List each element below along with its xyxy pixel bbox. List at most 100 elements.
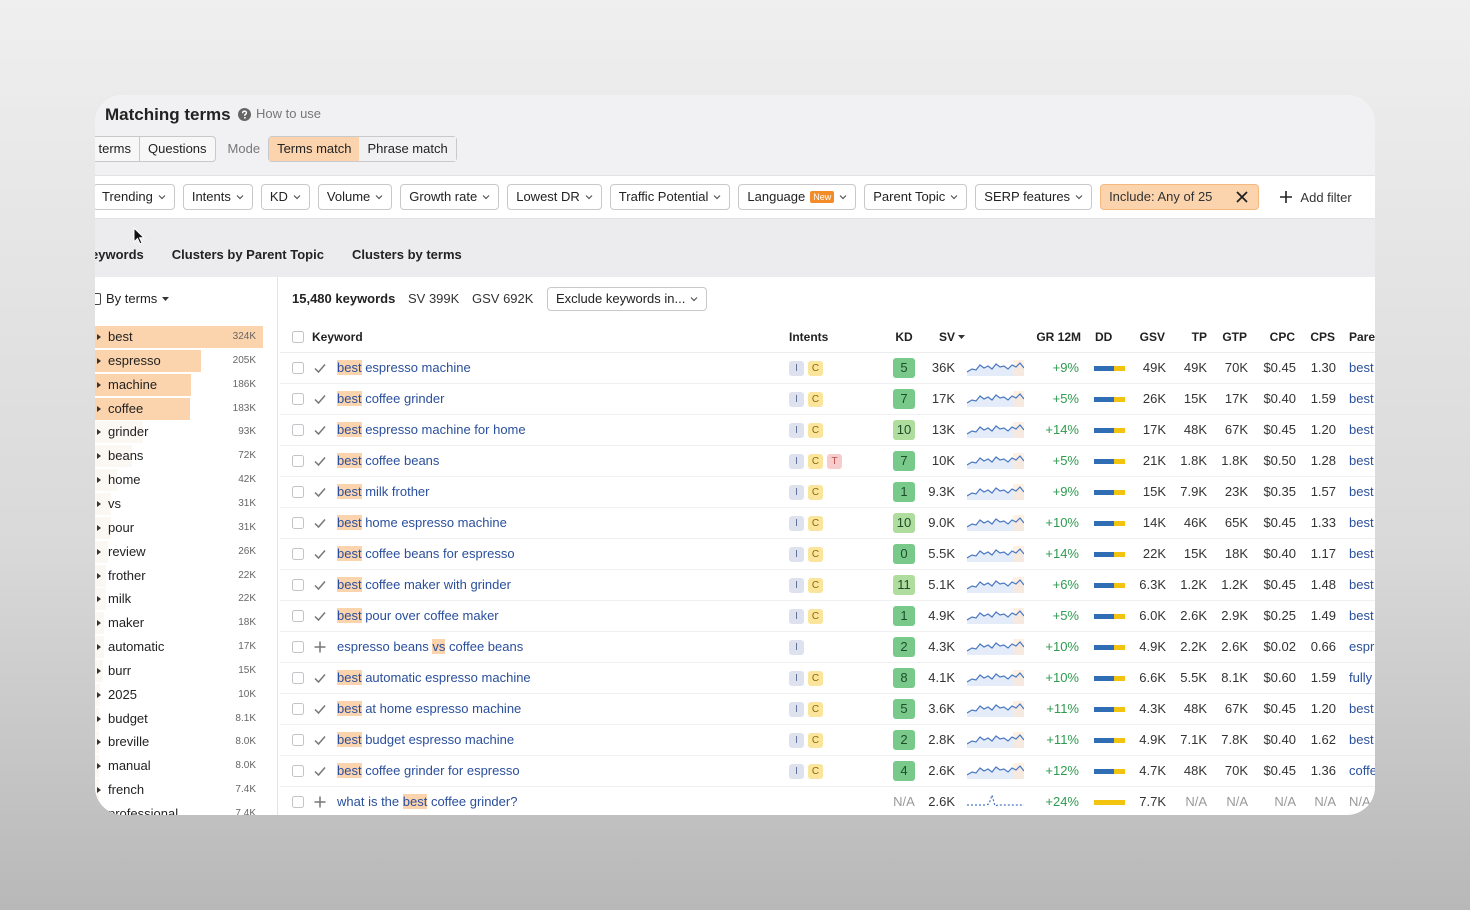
filter-button[interactable]: Volume	[317, 184, 393, 210]
add-filter[interactable]: Add filter	[1275, 190, 1352, 205]
parent-topic[interactable]: best	[1349, 515, 1374, 530]
parent-topic[interactable]: espr	[1349, 639, 1375, 654]
view-tab[interactable]: eywords	[95, 247, 144, 262]
column-header[interactable]: TP	[1191, 330, 1207, 344]
keyword-link[interactable]: best automatic espresso machine	[337, 669, 531, 687]
term-label[interactable]: coffee	[108, 400, 144, 416]
keyword-link[interactable]: best coffee maker with grinder	[337, 576, 511, 594]
column-header[interactable]: SV	[938, 330, 955, 344]
term-label[interactable]: breville	[108, 734, 150, 750]
filter-button[interactable]: Growth rate	[400, 184, 500, 210]
column-header[interactable]: CPS	[1310, 330, 1335, 344]
keyword-link[interactable]: what is the best coffee grinder?	[337, 793, 517, 811]
intent-badge: C	[808, 578, 823, 593]
term-label[interactable]: automatic	[108, 639, 165, 655]
dd-bar	[1094, 769, 1125, 774]
parent-topic[interactable]: best	[1349, 577, 1374, 592]
intent-badge: C	[808, 392, 823, 407]
parent-topic[interactable]: best	[1349, 360, 1374, 375]
filter-button[interactable]: Intents	[182, 184, 253, 210]
column-header[interactable]: DD	[1095, 330, 1113, 344]
row-checkbox	[292, 331, 304, 343]
column-header[interactable]: GR 12M	[1036, 330, 1081, 344]
view-tab[interactable]: Clusters by Parent Topic	[171, 247, 324, 262]
term-label[interactable]: grinder	[108, 424, 149, 440]
intent-badge: I	[789, 423, 804, 438]
term-label[interactable]: espresso	[108, 352, 161, 368]
term-label[interactable]: burr	[108, 662, 132, 678]
term-label[interactable]: professional	[108, 806, 179, 815]
gsv-total: GSV 692K	[472, 291, 534, 306]
filter-button[interactable]: Parent Topic	[864, 184, 968, 210]
growth-value: +11%	[1046, 732, 1079, 747]
column-header[interactable]: KD	[895, 330, 913, 344]
parent-topic[interactable]: best	[1349, 453, 1374, 468]
growth-value: +14%	[1045, 422, 1079, 437]
term-label[interactable]: budget	[108, 710, 148, 726]
column-header[interactable]: Keyword	[312, 330, 363, 344]
column-header[interactable]: Pare	[1349, 330, 1375, 344]
term-label[interactable]: vs	[108, 495, 121, 511]
column-header[interactable]: Intents	[789, 330, 829, 344]
term-label[interactable]: review	[108, 543, 146, 559]
term-label[interactable]: beans	[108, 448, 144, 464]
term-count: 183K	[232, 402, 256, 414]
keyword-link[interactable]: best budget espresso machine	[337, 731, 514, 749]
parent-topic[interactable]: N/A	[1349, 794, 1371, 809]
column-header[interactable]: CPC	[1269, 330, 1295, 344]
filter-button[interactable]: SERP features	[975, 184, 1093, 210]
keyword-link[interactable]: best at home espresso machine	[337, 700, 521, 718]
view-tab[interactable]: Clusters by terms	[351, 247, 462, 262]
term-label[interactable]: frother	[108, 567, 146, 583]
cpc-value: $0.25	[1263, 608, 1296, 623]
parent-topic[interactable]: best	[1349, 608, 1374, 623]
parent-topic[interactable]: best	[1349, 484, 1374, 499]
parent-topic[interactable]: best	[1349, 391, 1374, 406]
search-tab[interactable]: Questions	[139, 137, 215, 161]
term-label[interactable]: pour	[108, 519, 135, 535]
keyword-link[interactable]: best coffee grinder	[337, 390, 444, 408]
keyword-link[interactable]: best coffee grinder for espresso	[337, 762, 520, 780]
parent-topic[interactable]: best	[1349, 422, 1374, 437]
match-tab[interactable]: Terms match	[269, 137, 360, 161]
filter-button[interactable]: Trending	[95, 184, 175, 210]
term-bar	[95, 421, 144, 444]
keyword-link[interactable]: best pour over coffee maker	[337, 607, 499, 625]
keyword-link[interactable]: best coffee beans for espresso	[337, 545, 515, 563]
filter-button[interactable]: Traffic Potential	[609, 184, 731, 210]
term-label[interactable]: manual	[108, 758, 151, 774]
search-tab[interactable]: l terms	[95, 141, 131, 156]
keyword-link[interactable]: espresso beans vs coffee beans	[337, 638, 523, 656]
filter-button[interactable]: KD	[260, 184, 310, 210]
column-header[interactable]: GTP	[1222, 330, 1247, 344]
parent-topic[interactable]: best	[1349, 701, 1374, 716]
keyword-link[interactable]: best home espresso machine	[337, 514, 507, 532]
cpc-value: $0.45	[1263, 515, 1296, 530]
exclude-button[interactable]: Exclude keywords in...	[547, 287, 708, 311]
term-label[interactable]: maker	[108, 615, 145, 631]
term-label[interactable]: 2025	[108, 686, 137, 702]
gsv-value: 6.0K	[1139, 608, 1166, 623]
keyword-link[interactable]: best espresso machine	[337, 359, 471, 377]
term-label[interactable]: french	[108, 782, 145, 798]
term-label[interactable]: milk	[108, 591, 132, 607]
parent-topic[interactable]: coffe	[1349, 763, 1375, 778]
sidebar-group[interactable]: By terms	[106, 291, 158, 306]
term-label[interactable]: best	[108, 329, 133, 344]
match-tab[interactable]: Phrase match	[359, 137, 456, 161]
include-filter[interactable]: Include: Any of 25	[1100, 184, 1260, 210]
parent-topic[interactable]: best	[1349, 732, 1374, 747]
column-header[interactable]: GSV	[1139, 330, 1165, 344]
keyword-link[interactable]: best milk frother	[337, 483, 429, 501]
parent-topic[interactable]: best	[1349, 546, 1374, 561]
help-link[interactable]: How to use	[256, 106, 322, 121]
term-label[interactable]: machine	[108, 376, 158, 392]
keyword-link[interactable]: best coffee beans	[337, 452, 439, 470]
gtp-value: 2.6K	[1221, 639, 1248, 654]
filter-button[interactable]: Language New	[738, 184, 857, 210]
term-label[interactable]: home	[108, 472, 141, 488]
parent-topic[interactable]: fully	[1349, 670, 1373, 685]
help-icon[interactable]	[238, 108, 251, 121]
filter-button[interactable]: Lowest DR	[507, 184, 602, 210]
keyword-link[interactable]: best espresso machine for home	[337, 421, 526, 439]
